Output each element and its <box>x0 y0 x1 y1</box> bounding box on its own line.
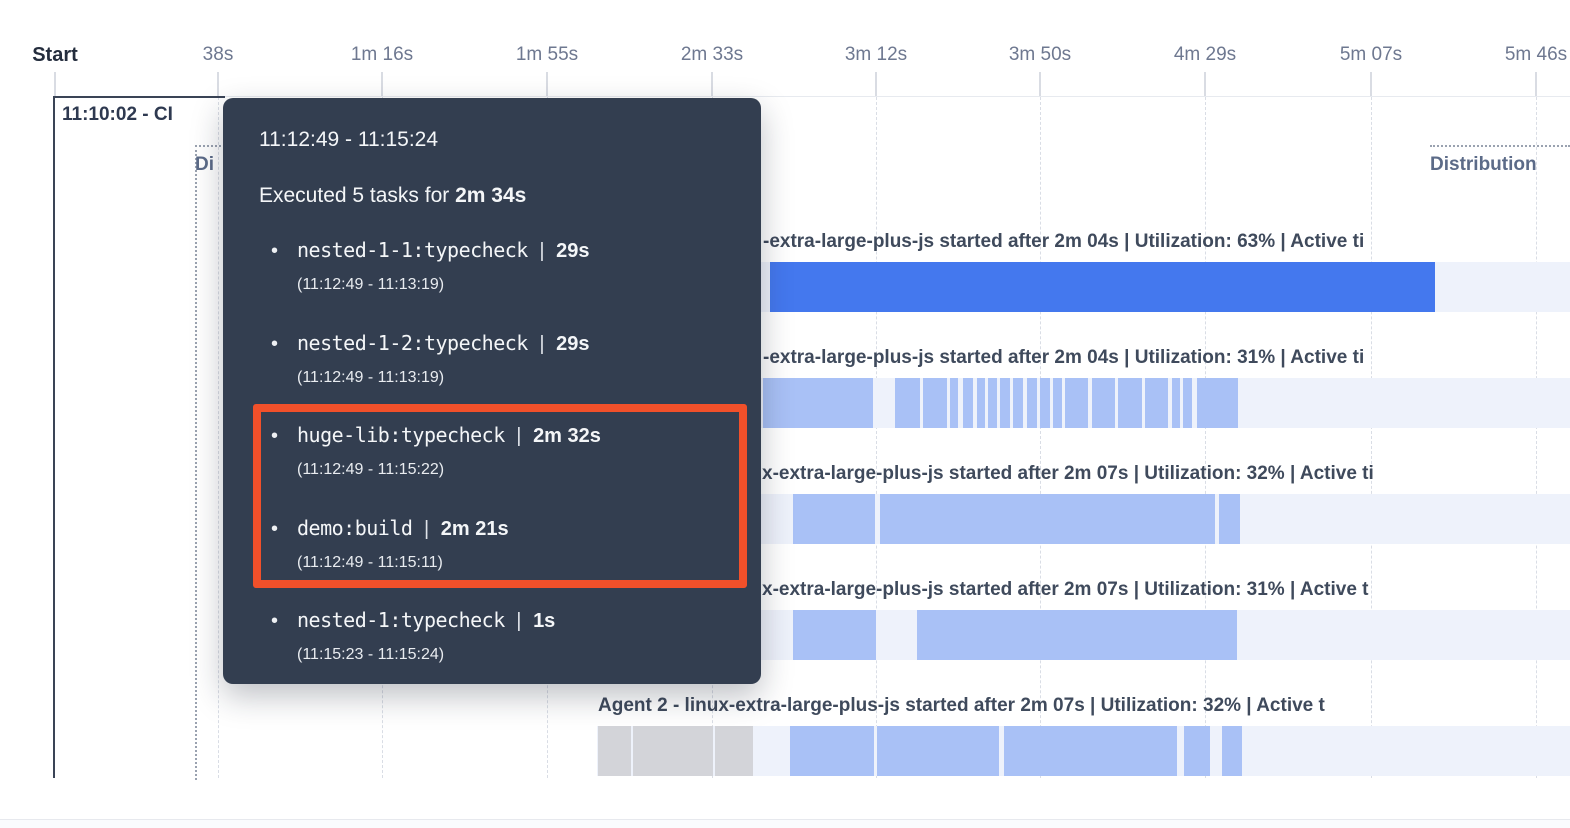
tooltip-task-range: (11:12:49 - 11:13:19) <box>297 276 445 293</box>
tooltip-task-item: • nested-1:typecheck | 1s (11:15:23 - 11:1… <box>259 608 741 670</box>
tooltip-task-name: nested-1:typecheck | 1s <box>297 608 556 632</box>
task-bar-segment[interactable] <box>1004 726 1177 776</box>
tooltip-task-name: demo:build | 2m 21s <box>297 515 509 540</box>
agent-row-label: x-extra-large-plus-js started after 2m 0… <box>762 463 1374 484</box>
tooltip-task-item: • demo:build | 2m 21s (11:12:49 - 11:15:11… <box>259 516 741 578</box>
task-bar-segment[interactable] <box>1197 378 1238 428</box>
axis-start-label: Start <box>32 44 78 66</box>
axis-tick <box>711 72 713 97</box>
axis-tick-label: 38s <box>202 44 234 65</box>
bullet-icon: • <box>271 240 279 262</box>
axis-tick <box>1535 72 1537 97</box>
distribution-label: Di <box>195 145 225 176</box>
build-span-label: 11:10:02 - CI <box>62 104 173 125</box>
task-bar-segment[interactable] <box>1118 378 1142 428</box>
axis-tick <box>1039 72 1041 97</box>
axis-tick <box>54 72 56 97</box>
tooltip-task-item: • nested-1-1:typecheck | 29s (11:12:49 - 1… <box>259 238 741 300</box>
tooltip-summary: Executed 5 tasks for 2m 34s <box>259 184 526 208</box>
axis-tick <box>381 72 383 97</box>
task-bar-segment[interactable] <box>715 726 753 776</box>
tooltip-task-name: nested-1-1:typecheck | 29s <box>297 238 590 262</box>
task-bar-segment[interactable] <box>598 726 631 776</box>
axis-tick-label: 1m 55s <box>515 44 579 65</box>
axis-tick-label: 1m 16s <box>350 44 414 65</box>
axis-tick <box>546 72 548 97</box>
tooltip-time-range: 11:12:49 - 11:15:24 <box>259 128 439 151</box>
task-bar-segment[interactable] <box>917 610 1237 660</box>
axis-tick-label: 4m 29s <box>1173 44 1237 65</box>
task-bar-segment[interactable] <box>793 610 876 660</box>
tooltip-task-name: huge-lib:typecheck | 2m 32s <box>297 423 601 447</box>
bullet-icon: • <box>271 610 279 632</box>
task-bar-segment[interactable] <box>1145 378 1168 428</box>
agent-row-label: x-extra-large-plus-js started after 2m 0… <box>762 579 1369 600</box>
task-bar-segment[interactable] <box>770 262 1435 312</box>
bullet-icon: • <box>271 517 279 540</box>
axis-tick <box>1204 72 1206 97</box>
task-bar-segment[interactable] <box>633 726 713 776</box>
tooltip-task-name: nested-1-2:typecheck | 29s <box>297 330 590 355</box>
task-bar-segment[interactable] <box>977 378 985 428</box>
bullet-icon: • <box>271 425 279 447</box>
gridline <box>1371 97 1372 778</box>
distribution-start-marker <box>195 145 197 780</box>
task-bar-segment[interactable] <box>1053 378 1062 428</box>
task-bar-segment[interactable] <box>1092 378 1115 428</box>
tooltip-task-range: (11:12:49 - 11:15:11) <box>297 553 443 571</box>
task-bar-segment[interactable] <box>1172 378 1180 428</box>
task-bar-segment[interactable] <box>1040 378 1050 428</box>
agent-row-label: -extra-large-plus-js started after 2m 04… <box>763 231 1365 252</box>
tooltip-summary-prefix: Executed 5 tasks for <box>259 184 456 207</box>
build-span-top-border <box>53 96 225 98</box>
axis-tick-label: 5m 46s <box>1504 44 1568 65</box>
axis-tick-label: 3m 50s <box>1008 44 1072 65</box>
tooltip-task-item: • nested-1-2:typecheck | 29s (11:12:49 - 1… <box>259 331 741 393</box>
task-bar-segment[interactable] <box>1065 378 1088 428</box>
tooltip-summary-duration: 2m 34s <box>455 184 527 207</box>
task-bar-segment[interactable] <box>790 726 874 776</box>
gridline <box>876 97 877 778</box>
task-bar-segment[interactable] <box>1184 726 1210 776</box>
gridline <box>1040 97 1041 778</box>
agent-row-label: -extra-large-plus-js started after 2m 04… <box>763 347 1365 368</box>
bullet-icon: • <box>271 332 279 355</box>
tooltip-task-range: (11:12:49 - 11:13:19) <box>297 368 445 386</box>
task-bar-segment[interactable] <box>950 378 958 428</box>
task-bar-segment[interactable] <box>877 726 999 776</box>
task-bar-segment[interactable] <box>1027 378 1037 428</box>
tooltip-task-range: (11:12:49 - 11:15:22) <box>297 461 445 478</box>
agent-row-label: Agent 2 - linux-extra-large-plus-js star… <box>598 695 1325 716</box>
task-bar-segment[interactable] <box>1219 494 1240 544</box>
tooltip-task-item: • huge-lib:typecheck | 2m 32s (11:12:49 - … <box>259 423 741 485</box>
task-bar-segment[interactable] <box>793 494 875 544</box>
task-bar-segment[interactable] <box>963 378 973 428</box>
task-bar-segment[interactable] <box>1183 378 1192 428</box>
task-tooltip: 11:12:49 - 11:15:24 Executed 5 tasks for… <box>223 98 761 684</box>
task-bar-segment[interactable] <box>1222 726 1242 776</box>
gridline <box>1205 97 1206 778</box>
axis-baseline <box>53 96 1570 97</box>
task-bar-segment[interactable] <box>895 378 920 428</box>
axis-tick-label: 5m 07s <box>1339 44 1403 65</box>
task-bar-segment[interactable] <box>1000 378 1010 428</box>
axis-tick-label: 2m 33s <box>680 44 744 65</box>
axis-tick <box>217 72 219 97</box>
task-bar-segment[interactable] <box>880 494 1215 544</box>
build-span-left-border <box>53 96 55 778</box>
axis-tick <box>1370 72 1372 97</box>
gridline <box>218 97 219 778</box>
bottom-divider <box>0 819 1570 820</box>
gridline <box>1536 97 1537 778</box>
tooltip-task-range: (11:15:23 - 11:15:24) <box>297 646 445 663</box>
distribution-label: Distribution <box>1430 145 1570 176</box>
axis-tick <box>875 72 877 97</box>
task-bar-segment[interactable] <box>1013 378 1023 428</box>
task-bar-segment[interactable] <box>923 378 947 428</box>
task-bar-segment[interactable] <box>988 378 997 428</box>
axis-tick-label: 3m 12s <box>844 44 908 65</box>
bottom-band <box>0 820 1570 828</box>
task-bar-segment[interactable] <box>763 378 873 428</box>
